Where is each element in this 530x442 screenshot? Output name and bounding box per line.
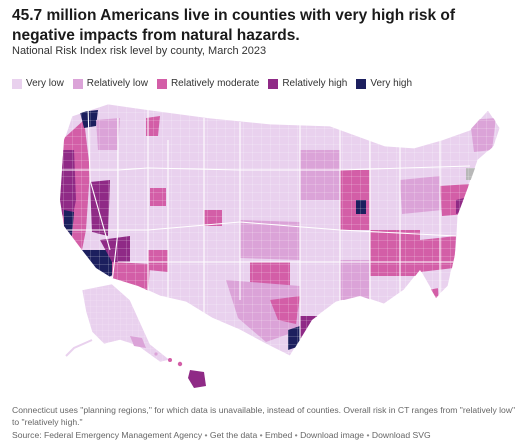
footnote: Connecticut uses "planning regions," for… — [12, 405, 516, 427]
legend-label-relatively-moderate: Relatively moderate — [170, 78, 260, 89]
legend-item-very-low: Very low — [12, 78, 64, 89]
legend-label-relatively-low: Relatively low — [86, 78, 148, 89]
region-florida-moderate — [400, 288, 440, 356]
legend-item-relatively-moderate: Relatively moderate — [156, 78, 260, 89]
legend-item-relatively-low: Relatively low — [72, 78, 148, 89]
chart-title: 45.7 million Americans live in counties … — [12, 7, 456, 44]
source-line: Source: Federal Emergency Management Age… — [12, 430, 431, 440]
legend-label-very-high: Very high — [370, 78, 413, 89]
alaska — [65, 283, 171, 363]
separator-dot: • — [294, 430, 301, 440]
state-boundaries — [60, 104, 471, 356]
separator-dot: • — [366, 430, 372, 440]
legend-label-very-low: Very low — [26, 78, 64, 89]
region-miami-very-high — [426, 330, 440, 356]
legend-label-relatively-high: Relatively high — [282, 78, 348, 89]
download-svg-link[interactable]: Download SVG — [371, 430, 431, 440]
legend-swatch-very-low — [12, 78, 22, 89]
embed-link[interactable]: Embed — [265, 430, 293, 440]
separator-dot: • — [259, 430, 266, 440]
legend-swatch-relatively-low — [72, 78, 83, 89]
get-data-link[interactable]: Get the data — [209, 430, 258, 440]
separator-dot: • — [204, 430, 210, 440]
legend-swatch-relatively-high — [268, 78, 279, 89]
hawaii — [154, 352, 206, 388]
us-county-risk-map — [59, 103, 501, 388]
legend-swatch-relatively-moderate — [156, 78, 167, 89]
chart-subtitle: National Risk Index risk level by county… — [12, 45, 267, 57]
source-text: Source: Federal Emergency Management Age… — [12, 430, 203, 440]
legend: Very low Relatively low Relatively moder… — [12, 78, 421, 89]
download-image-link[interactable]: Download image — [300, 430, 365, 440]
legend-swatch-very-high — [356, 78, 367, 89]
legend-item-relatively-high: Relatively high — [268, 78, 347, 89]
legend-item-very-high: Very high — [356, 78, 412, 89]
